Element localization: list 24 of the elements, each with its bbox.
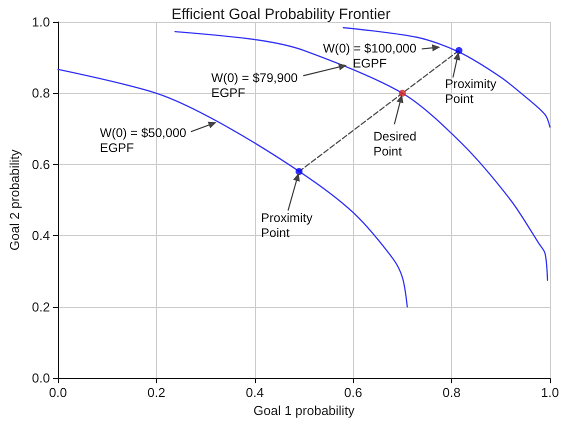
x-tick-label: 0.0 bbox=[48, 385, 68, 400]
x-tick-label: 1.0 bbox=[540, 385, 560, 400]
y-axis-title: Goal 2 probability bbox=[7, 148, 22, 251]
point bbox=[296, 168, 303, 176]
chart-title: Efficient Goal Probability Frontier bbox=[172, 6, 390, 23]
annotation: W(0) = $79,900 EGPF bbox=[211, 71, 298, 100]
y-tick-label: 1.0 bbox=[32, 14, 50, 30]
annotation: Proximity Point bbox=[261, 211, 314, 240]
y-tick-label: 0.2 bbox=[32, 299, 50, 314]
annotation: W(0) = $100,000 EGPF bbox=[322, 41, 416, 70]
x-tick-label: 0.4 bbox=[246, 385, 264, 400]
x-axis-title: Goal 1 probability bbox=[253, 403, 356, 418]
y-tick-label: 0.6 bbox=[32, 156, 50, 172]
annotation: Desired Point bbox=[373, 130, 416, 159]
x-tick-label: 0.2 bbox=[147, 385, 166, 400]
point bbox=[455, 46, 462, 54]
x-tick-label: 0.8 bbox=[442, 385, 461, 400]
point bbox=[398, 90, 406, 97]
annotation: Proximity Point bbox=[444, 76, 498, 106]
x-tick-label: 0.6 bbox=[344, 385, 362, 400]
y-tick-label: 0.0 bbox=[32, 370, 50, 386]
y-tick-label: 0.4 bbox=[32, 228, 50, 244]
annotation: W(0) = $50,000 EGPF bbox=[100, 126, 186, 156]
y-tick-label: 0.8 bbox=[32, 86, 50, 101]
